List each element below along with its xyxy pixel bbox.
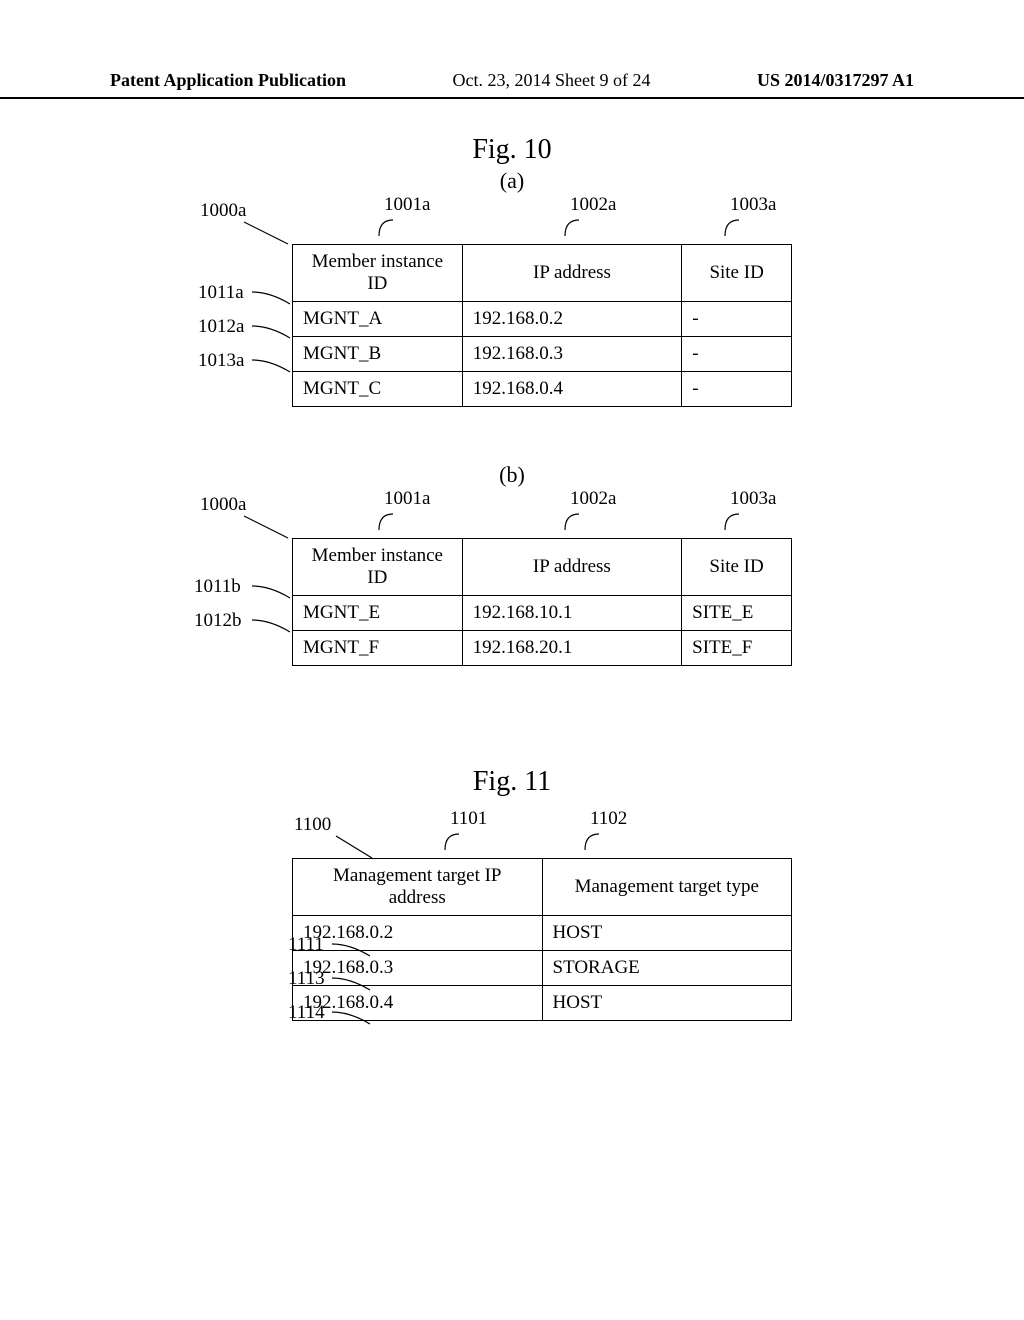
callout-hook-icon [330,974,372,992]
callout-hook-icon [250,582,292,600]
cell: MGNT_A [293,302,463,337]
table-row: MGNT_A 192.168.0.2 - [293,302,792,337]
fig10b-col3-ref: 1003a [730,488,776,510]
fig11-col-labels: 1100 1101 1102 [372,808,672,858]
callout-hook-icon [723,218,741,238]
fig10a-container: 1000a 1001a 1002a 1003a Member instance … [192,194,832,407]
cell: MGNT_C [293,372,463,407]
cell: STORAGE [542,951,792,986]
fig10a-col1-ref: 1001a [384,194,430,216]
fig10a-table: Member instance ID IP address Site ID MG… [292,244,792,407]
col-header: IP address [462,539,682,596]
cell: SITE_F [682,631,792,666]
cell: 192.168.10.1 [462,596,682,631]
fig10-title: Fig. 10 [0,134,1024,166]
cell: 192.168.0.3 [462,337,682,372]
callout-hook-icon [443,832,461,852]
fig11-container: 1100 1101 1102 Management target IP addr… [192,808,832,1021]
col-header: Member instance ID [293,245,463,302]
callout-hook-icon [563,512,581,532]
fig11-row2-ref: 1113 [288,968,325,990]
fig11-title: Fig. 11 [0,766,1024,798]
cell: 192.168.20.1 [462,631,682,666]
fig11-row3-ref: 1114 [288,1002,325,1024]
table-header-row: Member instance ID IP address Site ID [293,245,792,302]
table-row: MGNT_B 192.168.0.3 - [293,337,792,372]
table-row: MGNT_C 192.168.0.4 - [293,372,792,407]
fig10b-row2-ref: 1012b [194,610,242,632]
col-header: Member instance ID [293,539,463,596]
callout-hook-icon [563,218,581,238]
fig10b-col1-ref: 1001a [384,488,430,510]
cell: - [682,302,792,337]
fig10-sub-b: (b) [0,462,1024,488]
fig10b-col-labels: 1000a 1001a 1002a 1003a [292,488,792,538]
fig10a-table-ref: 1000a [200,200,246,222]
cell: MGNT_E [293,596,463,631]
cell: - [682,372,792,407]
callout-hook-icon [250,288,292,306]
header-center: Oct. 23, 2014 Sheet 9 of 24 [453,70,651,91]
col-header: Management target IP address [293,859,543,916]
header-right: US 2014/0317297 A1 [757,70,914,91]
callout-hook-icon [377,218,395,238]
cell: HOST [542,986,792,1021]
callout-hook-icon [583,832,601,852]
cell: 192.168.0.4 [462,372,682,407]
cell: - [682,337,792,372]
col-header: Site ID [682,539,792,596]
cell: MGNT_F [293,631,463,666]
table-header-row: Management target IP address Management … [293,859,792,916]
callout-hook-icon [250,616,292,634]
fig11-table-ref: 1100 [294,814,331,836]
fig10a-row2-ref: 1012a [198,316,244,338]
fig10a-col3-ref: 1003a [730,194,776,216]
fig10b-table-ref: 1000a [200,494,246,516]
table-row: MGNT_F 192.168.20.1 SITE_F [293,631,792,666]
fig10b-col2-ref: 1002a [570,488,616,510]
page-header: Patent Application Publication Oct. 23, … [0,0,1024,99]
fig10b-container: 1000a 1001a 1002a 1003a Member instance … [192,488,832,666]
callout-hook-icon [330,940,372,958]
callout-hook-icon [242,514,290,540]
table-row: MGNT_E 192.168.10.1 SITE_E [293,596,792,631]
callout-hook-icon [330,1008,372,1026]
col-header: IP address [462,245,682,302]
cell: MGNT_B [293,337,463,372]
callout-hook-icon [723,512,741,532]
fig10a-col-labels: 1000a 1001a 1002a 1003a [292,194,792,244]
fig10-sub-a: (a) [0,168,1024,194]
fig11-row1-ref: 1111 [288,934,324,956]
callout-hook-icon [250,356,292,374]
fig10a-col2-ref: 1002a [570,194,616,216]
fig11-col1-ref: 1101 [450,808,487,830]
callout-hook-icon [377,512,395,532]
col-header: Site ID [682,245,792,302]
callout-hook-icon [334,834,374,860]
cell: HOST [542,916,792,951]
cell: 192.168.0.2 [462,302,682,337]
fig10a-row3-ref: 1013a [198,350,244,372]
table-header-row: Member instance ID IP address Site ID [293,539,792,596]
callout-hook-icon [242,220,290,246]
col-header: Management target type [542,859,792,916]
callout-hook-icon [250,322,292,340]
fig10a-row1-ref: 1011a [198,282,244,304]
cell: SITE_E [682,596,792,631]
fig11-col2-ref: 1102 [590,808,627,830]
fig10b-table: Member instance ID IP address Site ID MG… [292,538,792,666]
fig10b-row1-ref: 1011b [194,576,241,598]
header-left: Patent Application Publication [110,70,346,91]
